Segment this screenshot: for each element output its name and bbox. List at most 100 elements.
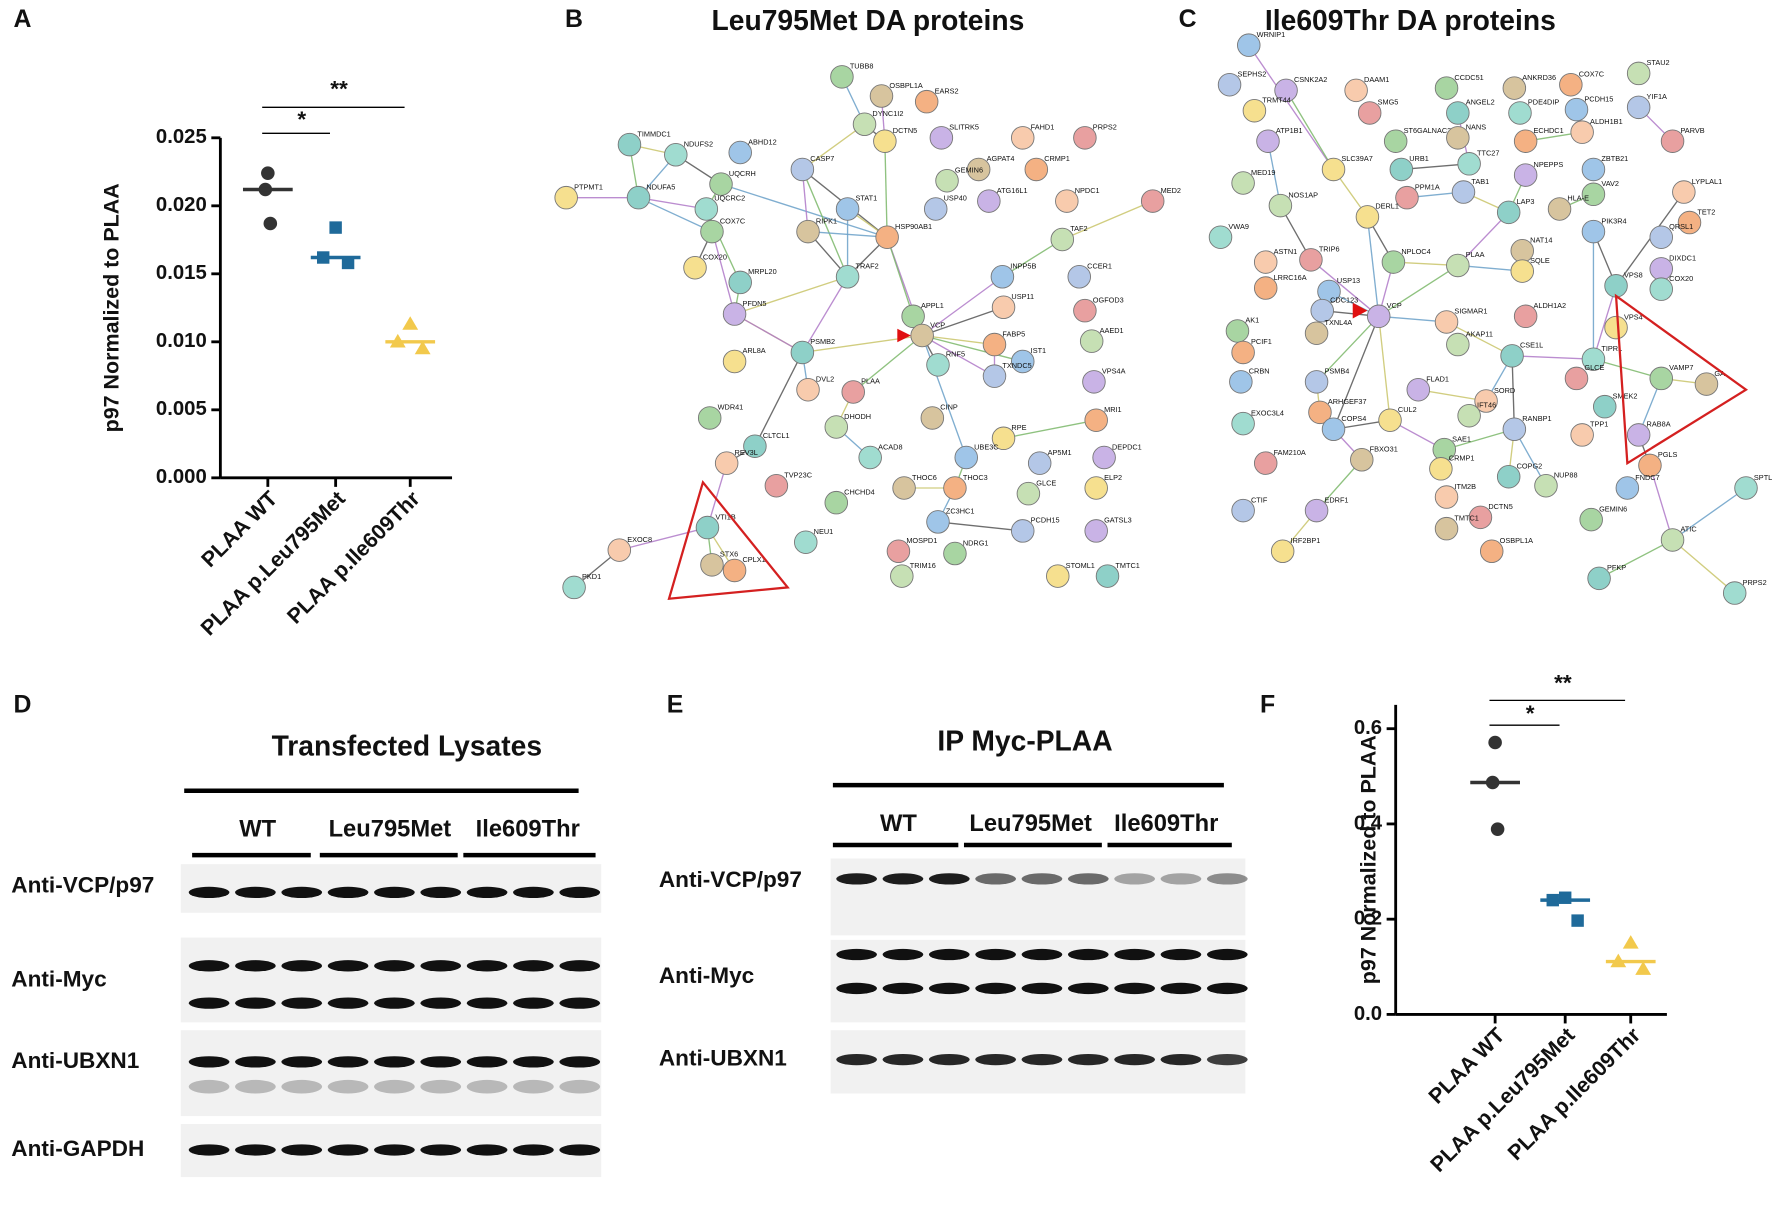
blot-band (188, 1056, 230, 1068)
node-label: ST6GALNAC2 (1404, 126, 1452, 135)
network-node (1299, 248, 1323, 272)
blot-band (513, 1144, 554, 1156)
network-edge (1444, 428, 1515, 451)
blot-band (882, 873, 924, 885)
network-node (824, 490, 849, 515)
row-label: Anti-Myc (659, 963, 754, 988)
network-node (728, 140, 752, 165)
node-label: PKD1 (582, 572, 601, 581)
node-label: FAM210A (1274, 448, 1306, 457)
node-label: FBXO31 (1370, 445, 1398, 454)
network-node (1579, 507, 1603, 532)
node-label: CCDC51 (1454, 73, 1483, 82)
group-label: Leu795Met (329, 817, 452, 843)
network-node (1457, 152, 1481, 176)
network-node (1508, 101, 1532, 125)
network-edge (1457, 211, 1510, 266)
network-edge (1512, 355, 1594, 360)
blot-band (374, 1079, 415, 1094)
node-label: USP40 (944, 194, 967, 203)
network-node (1350, 448, 1374, 472)
network-node (1581, 157, 1606, 182)
network-node (617, 132, 642, 157)
data-point (1571, 914, 1584, 927)
network-node (1274, 78, 1298, 103)
x-tick-label: PLAA p.Ile609Thr (283, 486, 425, 628)
network-node (1217, 72, 1242, 97)
network-node (875, 225, 899, 249)
node-label: AGPAT4 (987, 154, 1015, 163)
blot-band (1067, 982, 1109, 995)
blot-band (513, 997, 554, 1009)
node-label: CTIF (1251, 495, 1268, 504)
network-node (697, 406, 722, 430)
blot-band (281, 886, 323, 899)
blot-band (420, 1056, 462, 1068)
network-node (607, 538, 632, 562)
network-node (1660, 528, 1685, 552)
node-label: CASP7 (810, 154, 834, 163)
blot-band (836, 1053, 877, 1066)
network-node (1434, 76, 1459, 100)
node-label: THOC6 (912, 473, 937, 482)
network-edge (1511, 355, 1516, 430)
network-node (1660, 129, 1685, 153)
data-point (261, 166, 275, 180)
node-label: GEMIN6 (955, 166, 983, 175)
network-edge (734, 313, 803, 354)
network-node (1626, 95, 1651, 120)
network-node (1451, 180, 1476, 204)
network-node (1140, 189, 1165, 213)
network-node (886, 539, 911, 564)
network-node (1308, 400, 1332, 425)
network-node (1046, 564, 1070, 588)
network-node (1581, 182, 1606, 207)
node-label: RPE (1011, 423, 1026, 432)
node-label: YIF1A (1647, 92, 1667, 101)
node-label: SMG5 (1378, 98, 1399, 107)
network-node (1570, 423, 1594, 447)
node-label: FAHD1 (1031, 123, 1055, 132)
network-node (1366, 304, 1391, 329)
node-label: ATIC (1680, 525, 1697, 534)
network-edge (1672, 539, 1736, 594)
blot-band (1206, 1053, 1248, 1066)
blot-band (235, 997, 276, 1009)
node-label: ACAD8 (878, 442, 902, 451)
network-node (1383, 129, 1408, 153)
node-label: PPM1A (1415, 182, 1440, 191)
node-label: ASTN1 (1274, 247, 1298, 256)
node-label: CSNK2A2 (1294, 75, 1327, 84)
network-edge (1366, 216, 1380, 317)
group-label: WT (239, 817, 276, 843)
node-label: DAAM1 (1364, 75, 1389, 84)
blot-band (1114, 982, 1155, 995)
network-node (935, 168, 959, 193)
node-label: SORD (1494, 386, 1515, 395)
node-label: DYNC1I2 (872, 109, 903, 118)
node-label: FLAD1 (1426, 374, 1449, 383)
node-label: COPS4 (1341, 414, 1366, 423)
network-edge (754, 352, 803, 447)
node-label: UQCRC2 (714, 194, 745, 203)
network-edge (1378, 316, 1391, 421)
network-node (794, 530, 818, 554)
node-label: ITM2B (1454, 482, 1476, 491)
network-node (1502, 76, 1527, 100)
node-label: VPS4A (1102, 367, 1126, 376)
blot-band (235, 1056, 276, 1068)
blot-band (882, 982, 924, 995)
network-node (1677, 210, 1702, 235)
blot-band (928, 982, 970, 995)
node-label: IST1 (1031, 346, 1046, 355)
network-node (1304, 321, 1329, 345)
blot-band (466, 960, 508, 972)
node-label: GATSL3 (1104, 516, 1132, 525)
node-label: VWA9 (1228, 222, 1249, 231)
blot-band (327, 997, 369, 1009)
network-node (562, 575, 586, 600)
node-label: LRRC16A (1274, 273, 1307, 282)
node-label: ALDH1A2 (1534, 301, 1567, 310)
blot-band (374, 997, 415, 1009)
network-edge (884, 141, 888, 238)
